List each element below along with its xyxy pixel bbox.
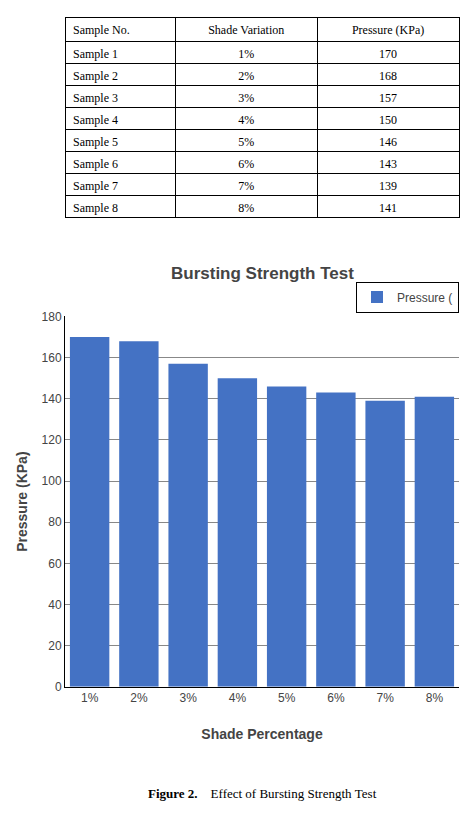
svg-text:5%: 5% (238, 135, 254, 149)
svg-text:Shade Variation: Shade Variation (208, 23, 284, 37)
svg-text:Sample No.: Sample No. (73, 23, 130, 37)
svg-text:20: 20 (48, 639, 62, 653)
svg-text:160: 160 (42, 351, 62, 365)
svg-text:6%: 6% (238, 157, 254, 171)
svg-text:40: 40 (48, 598, 62, 612)
svg-text:8%: 8% (238, 201, 254, 215)
svg-text:180: 180 (42, 310, 62, 324)
svg-text:Sample 4: Sample 4 (73, 113, 118, 127)
svg-text:170: 170 (379, 47, 397, 61)
svg-text:146: 146 (379, 135, 397, 149)
svg-text:Figure 2. Effect of Burstin: Figure 2. Effect of Bursting Strength Te… (148, 786, 377, 801)
svg-text:80: 80 (48, 515, 62, 529)
svg-text:100: 100 (42, 474, 62, 488)
svg-text:Sample 7: Sample 7 (73, 179, 118, 193)
svg-text:Sample 1: Sample 1 (73, 47, 118, 61)
svg-text:Sample 3: Sample 3 (73, 91, 118, 105)
svg-text:8%: 8% (426, 691, 444, 705)
svg-text:6%: 6% (327, 691, 345, 705)
svg-text:7%: 7% (376, 691, 394, 705)
svg-text:140: 140 (42, 392, 62, 406)
svg-text:0: 0 (55, 680, 62, 694)
svg-text:Shade Percentage: Shade Percentage (201, 726, 323, 742)
svg-text:168: 168 (379, 69, 397, 83)
svg-text:4%: 4% (229, 691, 247, 705)
svg-text:3%: 3% (238, 91, 254, 105)
svg-text:Sample 6: Sample 6 (73, 157, 118, 171)
svg-text:Bursting Strength Test: Bursting Strength Test (171, 264, 354, 283)
svg-text:Pressure (KPa): Pressure (KPa) (352, 23, 424, 37)
svg-text:120: 120 (42, 433, 62, 447)
svg-text:Sample 8: Sample 8 (73, 201, 118, 215)
svg-text:60: 60 (48, 557, 62, 571)
svg-text:3%: 3% (179, 691, 197, 705)
svg-text:139: 139 (379, 179, 397, 193)
svg-text:Pressure (: Pressure ( (397, 291, 452, 305)
svg-text:Sample 5: Sample 5 (73, 135, 118, 149)
svg-text:4%: 4% (238, 113, 254, 127)
svg-text:2%: 2% (130, 691, 148, 705)
svg-text:150: 150 (379, 113, 397, 127)
svg-text:Sample 2: Sample 2 (73, 69, 118, 83)
svg-text:5%: 5% (278, 691, 296, 705)
svg-text:1%: 1% (238, 47, 254, 61)
svg-text:143: 143 (379, 157, 397, 171)
svg-text:1%: 1% (81, 691, 99, 705)
svg-text:7%: 7% (238, 179, 254, 193)
svg-text:2%: 2% (238, 69, 254, 83)
svg-text:Pressure (KPa): Pressure (KPa) (14, 451, 30, 551)
svg-text:141: 141 (379, 201, 397, 215)
svg-text:157: 157 (379, 91, 397, 105)
